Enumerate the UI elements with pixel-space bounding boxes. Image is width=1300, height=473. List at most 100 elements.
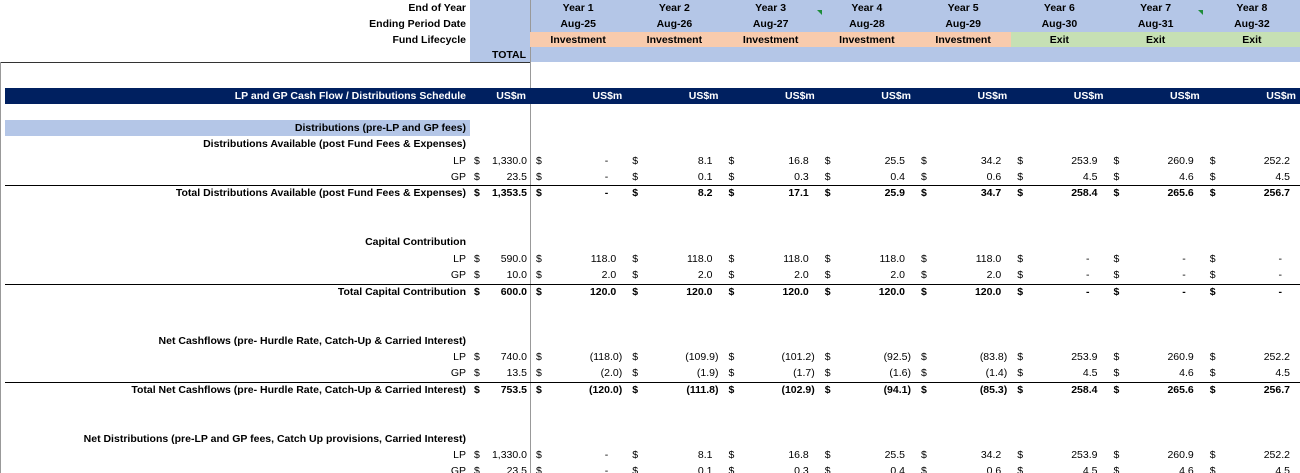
currency: $ (1209, 383, 1216, 396)
row-label: LP (453, 252, 466, 265)
currency: $ (728, 252, 735, 265)
currency: $ (632, 154, 639, 167)
currency: $ (474, 187, 480, 200)
currency: $ (536, 269, 542, 282)
value: - (604, 187, 609, 200)
currency: $ (632, 383, 639, 396)
value: 4.6 (1179, 171, 1194, 184)
value: 4.5 (1082, 171, 1098, 184)
value: 258.4 (1071, 187, 1098, 200)
value: (109.9) (685, 350, 719, 363)
currency: $ (824, 350, 831, 363)
value: - (604, 465, 609, 473)
value: 2.0 (890, 269, 905, 282)
flag (1198, 10, 1203, 15)
value: 260.9 (1167, 350, 1194, 363)
currency: $ (824, 285, 831, 298)
value: (1.6) (889, 367, 911, 380)
row-label: Total Net Cashflows (pre- Hurdle Rate, C… (131, 383, 466, 396)
total-value: 13.5 (506, 367, 527, 380)
currency: $ (1017, 285, 1024, 298)
period-cell: Year 4 (851, 2, 883, 14)
total-value: 740.0 (500, 350, 527, 363)
period-cell: Aug-25 (560, 18, 596, 30)
value: 118.0 (783, 252, 809, 265)
currency: $ (1209, 367, 1216, 380)
section-title: Net Cashflows (pre- Hurdle Rate, Catch-U… (158, 334, 466, 347)
currency: $ (728, 269, 735, 282)
value: 25.5 (884, 154, 905, 167)
total-header: TOTAL (491, 49, 526, 61)
currency: $ (1017, 449, 1024, 461)
unit-label: US$m (1169, 90, 1200, 102)
unit-label: US$m (1266, 90, 1296, 102)
value: 120.0 (589, 285, 617, 298)
flag (817, 10, 822, 15)
currency: $ (1017, 465, 1024, 473)
navy-band (5, 88, 1300, 104)
value: 253.9 (1071, 154, 1098, 167)
currency: $ (474, 350, 480, 363)
period-cell: Aug-28 (849, 18, 885, 30)
total-value: 23.5 (506, 171, 527, 184)
value: (94.1) (883, 383, 911, 396)
period-cell: Investment (722, 32, 819, 47)
currency: $ (824, 252, 831, 265)
currency: $ (1017, 269, 1024, 282)
currency: $ (728, 187, 735, 200)
currency: $ (632, 465, 639, 473)
value: 34.2 (980, 154, 1002, 167)
value: 258.4 (1071, 383, 1098, 396)
currency: $ (474, 269, 480, 282)
value: (1.9) (696, 367, 719, 380)
value: 256.7 (1263, 187, 1290, 200)
value: (118.0) (589, 350, 623, 363)
currency: $ (824, 187, 831, 200)
currency: $ (632, 252, 639, 265)
unit-label: US$m (1073, 90, 1104, 102)
value: (92.5) (883, 350, 911, 363)
currency: $ (728, 383, 735, 396)
value: 4.5 (1082, 367, 1098, 380)
currency: $ (536, 350, 542, 363)
value: 0.1 (697, 171, 713, 184)
currency: $ (728, 171, 735, 184)
currency: $ (632, 187, 639, 200)
value: 8.2 (697, 187, 713, 200)
value: - (1278, 269, 1283, 282)
currency: $ (728, 154, 735, 167)
currency: $ (921, 269, 927, 282)
total-border (5, 283, 1300, 285)
banner-band (5, 120, 470, 136)
value: (101.2) (781, 350, 815, 363)
value: 17.1 (788, 187, 809, 200)
currency: $ (1113, 350, 1120, 363)
currency: $ (728, 367, 735, 380)
currency: $ (728, 285, 735, 298)
currency: $ (921, 154, 927, 167)
row-label: GP (450, 171, 466, 184)
left-border (0, 62, 1, 473)
value: 8.1 (697, 449, 713, 461)
row-label: LP (453, 350, 466, 363)
currency: $ (1113, 285, 1120, 298)
value: - (604, 154, 609, 167)
value: (1.4) (985, 367, 1008, 380)
total-border (5, 381, 1300, 383)
value: 252.2 (1263, 449, 1290, 461)
value: 0.3 (794, 465, 809, 473)
value: 2.0 (986, 269, 1002, 282)
currency: $ (1113, 154, 1120, 167)
period-cell: Year 6 (1043, 2, 1075, 14)
value: 25.9 (884, 187, 905, 200)
value: (85.3) (979, 383, 1008, 396)
currency: $ (1113, 383, 1120, 396)
value: 0.1 (697, 465, 713, 473)
value: (111.8) (686, 383, 719, 396)
top-band (470, 0, 1300, 62)
currency: $ (921, 383, 927, 396)
currency: $ (632, 350, 639, 363)
currency: $ (728, 465, 735, 473)
row-label: GP (450, 269, 466, 282)
currency: $ (824, 465, 831, 473)
